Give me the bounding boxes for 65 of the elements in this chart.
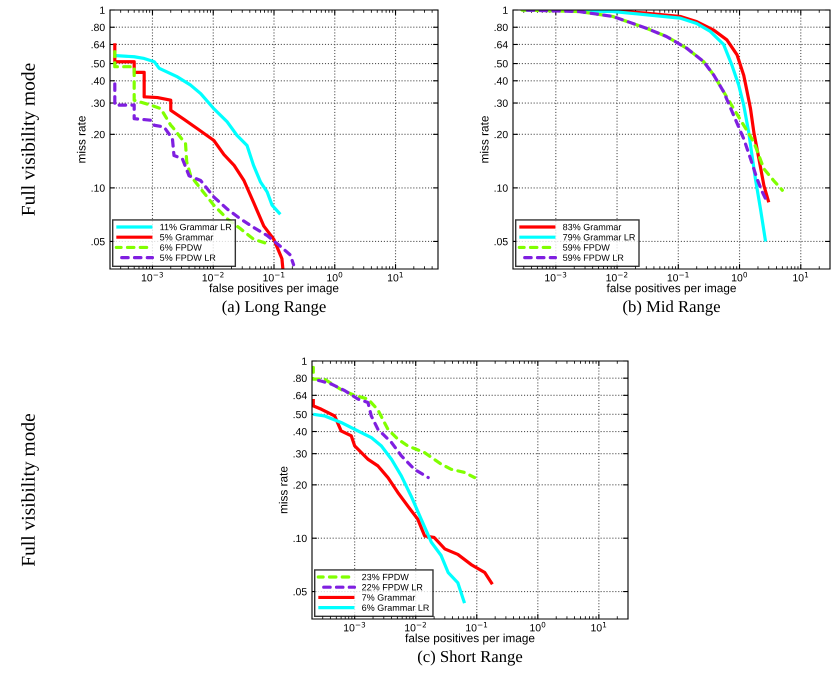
y-tick-label: .05 — [494, 238, 508, 246]
text: (c) Short Range — [418, 650, 522, 666]
y-tick-label: .40 — [92, 77, 105, 85]
y-tick-label: .80 — [494, 24, 508, 32]
y-tick-label: .10 — [494, 184, 508, 192]
x-axis-title: false positives per image — [606, 284, 736, 295]
y-tick-label: .20 — [294, 481, 307, 489]
y-tick-label: .40 — [494, 77, 508, 85]
text: Full visibility mode — [21, 414, 39, 566]
y-tick-label: .40 — [294, 428, 307, 436]
x-tick-label: 10$^{0}$ — [327, 272, 342, 282]
x-tick-label: 10$^{−1}$ — [668, 272, 689, 282]
y-tick-label: .50 — [494, 60, 508, 68]
x-tick-label: 10$^{−1}$ — [466, 622, 488, 632]
y-tick-label: .50 — [294, 410, 307, 418]
y-tick-label: .20 — [92, 130, 105, 138]
x-tick-label: 10$^{1}$ — [591, 622, 606, 632]
y-tick-label: .30 — [294, 450, 307, 458]
y-tick-label: .30 — [92, 100, 105, 107]
legend-label: 79% Grammar LR — [563, 234, 635, 240]
y-tick-label: .10 — [92, 184, 105, 192]
legend-label: 11% Grammar LR — [160, 224, 232, 230]
x-tick-label: 10$^{0}$ — [732, 272, 748, 282]
x-tick-label: 10$^{1}$ — [388, 272, 403, 282]
legend-label: 59% FPDW LR — [563, 254, 624, 261]
x-tick-label: 10$^{−1}$ — [263, 272, 284, 282]
y-tick-label: .64 — [92, 40, 105, 48]
text: Full visibility mode — [21, 63, 39, 216]
x-tick-label: 10$^{1}$ — [793, 272, 808, 282]
legend-label: 5% FPDW LR — [160, 254, 216, 261]
legend-label: 6% Grammar LR — [362, 604, 429, 611]
x-tick-label: 10$^{−3}$ — [142, 272, 163, 282]
legend-label: 7% Grammar — [362, 594, 416, 601]
x-tick-label: 10$^{−2}$ — [202, 272, 224, 282]
legend-label: 22% FPDW LR — [362, 584, 422, 590]
y-tick-label: .05 — [92, 238, 105, 246]
legend-label: 59% FPDW — [563, 244, 610, 251]
y-tick-label: 1 — [302, 358, 307, 365]
y-tick-label: .05 — [294, 588, 307, 596]
y-axis-title: miss rate — [76, 116, 86, 163]
x-tick-label: 10$^{−3}$ — [545, 272, 566, 282]
y-axis-title: miss rate — [278, 466, 288, 514]
y-tick-label: .80 — [294, 374, 307, 382]
x-tick-label: 10$^{−2}$ — [606, 272, 628, 282]
x-axis-title: false positives per image — [209, 284, 338, 295]
y-tick-label: .30 — [494, 100, 508, 107]
text: (a) Long Range — [222, 300, 326, 316]
y-tick-label: .50 — [92, 60, 105, 68]
y-axis-title: miss rate — [480, 116, 489, 163]
x-axis-title: false positives per image — [405, 634, 534, 645]
legend-label: 6% FPDW — [160, 244, 202, 251]
y-tick-label: 1 — [503, 6, 508, 14]
y-tick-label: .80 — [92, 24, 105, 32]
legend-label: 5% Grammar — [160, 234, 214, 240]
y-tick-label: 1 — [100, 6, 105, 14]
x-tick-label: 10$^{0}$ — [530, 622, 546, 632]
text: (b) Mid Range — [623, 300, 720, 316]
y-tick-label: .20 — [494, 130, 508, 138]
y-tick-label: .64 — [494, 40, 508, 48]
y-tick-label: .10 — [294, 534, 307, 542]
x-tick-label: 10$^{−3}$ — [344, 622, 366, 632]
x-tick-label: 10$^{−2}$ — [405, 622, 426, 632]
legend-label: 23% FPDW — [362, 574, 409, 580]
y-tick-label: .64 — [294, 392, 307, 400]
legend-label: 83% Grammar — [563, 224, 622, 230]
